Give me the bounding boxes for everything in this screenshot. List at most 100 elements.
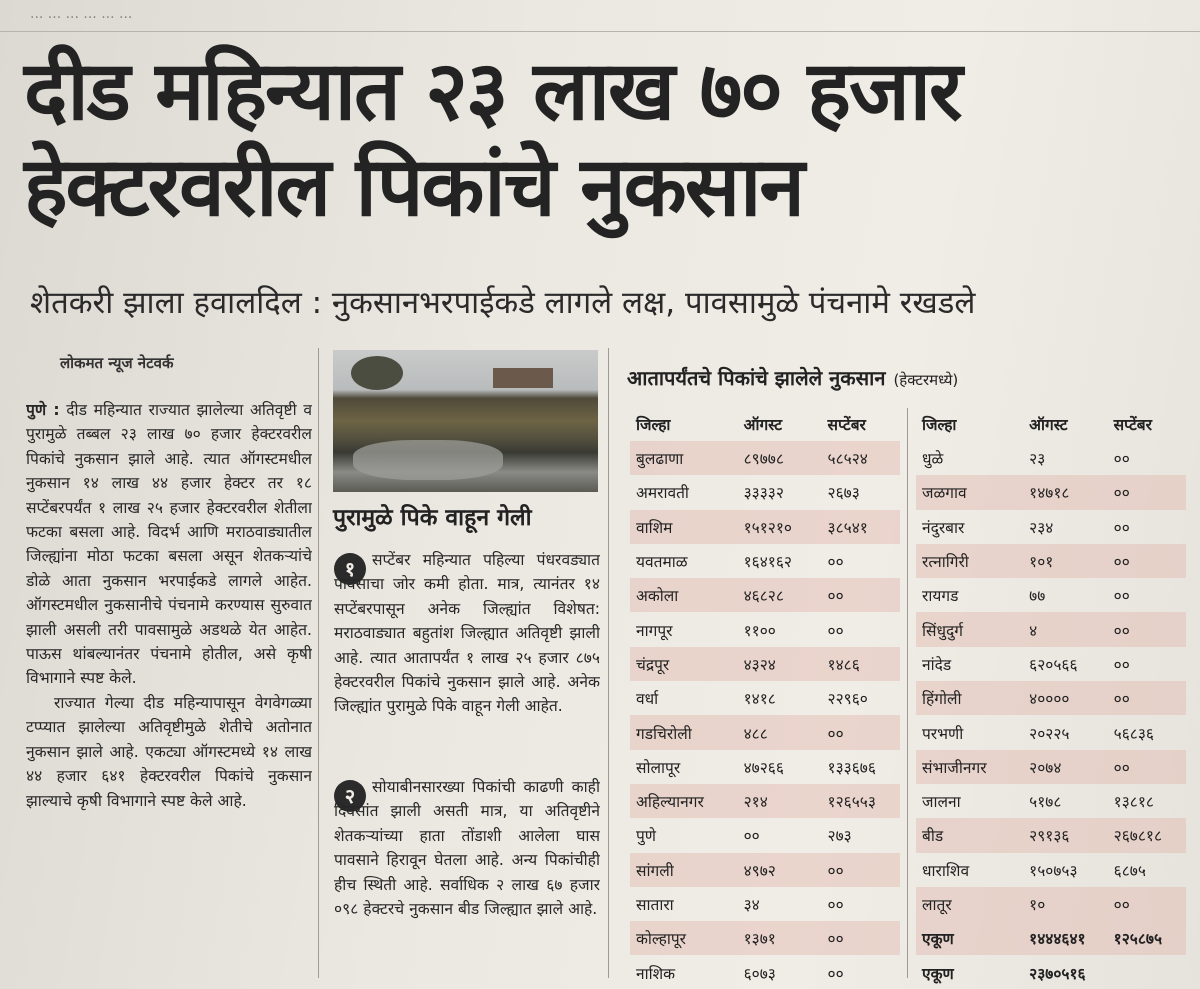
september-cell: ०० (821, 921, 900, 956)
table-row: अहिल्यानगर २१४ १२६५५३ (630, 783, 900, 819)
article-paragraph-2: राज्यात गेल्या दीड महिन्यापासून वेगवेगळ्… (26, 693, 312, 810)
august-cell: १४७१८ (1023, 475, 1108, 510)
table-row: नागपूर ११०० ०० (630, 612, 900, 646)
article-body: पुणे : दीड महिन्यात राज्यात झालेल्या अति… (26, 398, 312, 978)
district-cell: गडचिरोली (630, 715, 738, 750)
august-cell: २९१३६ (1023, 818, 1108, 853)
august-cell: ७७ (1029, 587, 1046, 606)
district-cell: नांदेड (922, 655, 952, 674)
district-cell: यवतमाळ (636, 553, 688, 572)
august-cell: ४७२६६ (743, 758, 784, 777)
september-cell: ५८५२४ (821, 441, 900, 476)
table-header-row: जिल्हा ऑगस्ट सप्टेंबर (630, 407, 900, 441)
header-august: ऑगस्ट (1029, 416, 1068, 434)
total-cell: १४४४६४१ (1023, 921, 1108, 956)
district-cell: सांगली (630, 852, 738, 887)
september-cell: ०० (827, 621, 844, 640)
district-cell: अकोला (630, 578, 738, 613)
district-cell: अहिल्यानगर (630, 783, 738, 819)
district-cell: नंदुरबार (922, 518, 965, 537)
table-row: चंद्रपूर ४३२४ १४८६ (630, 646, 900, 682)
september-cell: २६७३ (827, 484, 860, 503)
september-cell: ०० (821, 852, 900, 887)
district-cell: नागपूर (636, 621, 673, 640)
headline: दीड महिन्यात २३ लाख ७० हजार हेक्टरवरील प… (24, 44, 1164, 236)
table-row: वर्धा १४१८ २२९६० (630, 681, 900, 715)
august-cell: १४१८ (743, 690, 776, 709)
september-cell: ०० (1107, 749, 1186, 784)
august-cell: २०२२५ (1029, 724, 1070, 743)
september-cell: २६७८१८ (1107, 818, 1186, 853)
subheadline: शेतकरी झाला हवालदिल : नुकसानभरपाईकडे लाग… (30, 285, 976, 321)
table-row: परभणी २०२२५ ५६८३६ (916, 715, 1186, 749)
article-paragraph-1-text: दीड महिन्यात राज्यात झालेल्या अतिवृष्टी … (26, 401, 312, 688)
district-cell: वाशिम (630, 509, 738, 544)
total-row: एकूण २३७०५१६ (916, 955, 1186, 989)
september-cell: ६८७५ (1113, 861, 1146, 880)
table-row: धुळे २३ ०० (916, 441, 1186, 475)
september-cell: ०० (827, 553, 844, 572)
table-row: पुणे ०० २७३ (630, 818, 900, 852)
district-cell: परभणी (922, 724, 964, 743)
table-row: जालना ५१७८ १३८१८ (916, 784, 1186, 818)
table-row: गडचिरोली ४८८ ०० (630, 715, 900, 750)
table-row: नंदुरबार २३४ ०० (916, 510, 1186, 544)
header-district: जिल्हा (636, 416, 671, 434)
table-row: रायगड ७७ ०० (916, 578, 1186, 612)
august-cell: ११०० (743, 621, 776, 640)
district-cell: लातूर (916, 886, 1024, 922)
table-row: वाशिम १५१२१० ३८५४१ (630, 509, 900, 544)
table-row: रत्नागिरी १०१ ०० (916, 543, 1186, 579)
table-row: अमरावती ३३३३२ २६७३ (630, 475, 900, 509)
district-cell: नाशिक (636, 964, 676, 983)
headline-line-2: हेक्टरवरील पिकांचे नुकसान (24, 140, 805, 235)
article-paragraph-1: पुणे : दीड महिन्यात राज्यात झालेल्या अति… (26, 398, 312, 691)
district-cell: रत्नागिरी (916, 543, 1024, 579)
august-cell: ३४ (743, 896, 760, 914)
total-cell: एकूण (916, 921, 1024, 956)
table-row: लातूर १० ०० (916, 886, 1186, 922)
district-cell: हिंगोली (916, 681, 1024, 716)
table-title: आतापर्यंतचे पिकांचे झालेले नुकसान (हेक्टर… (627, 364, 1187, 391)
point-2-body: सोयाबीनसारख्या पिकांची काढणी काही दिवसां… (334, 778, 600, 919)
september-cell: ०० (1113, 450, 1130, 469)
header-september: सप्टेंबर (1113, 416, 1152, 434)
table-row: सातारा ३४ ०० (630, 887, 900, 921)
table-row: कोल्हापूर १३७१ ०० (630, 921, 900, 956)
august-cell: १०१ (1023, 543, 1108, 579)
september-cell: ०० (1107, 681, 1186, 716)
water-shape (353, 440, 503, 480)
august-cell: ६०७३ (743, 964, 776, 983)
district-cell: वर्धा (636, 690, 659, 709)
headline-line-1: दीड महिन्यात २३ लाख ७० हजार (24, 44, 963, 139)
top-strip: ... ... ... ... ... ... (0, 0, 1200, 32)
september-cell: १४८६ (821, 646, 900, 682)
damage-table-left: जिल्हा ऑगस्ट सप्टेंबर बुलढाणा ८९७७८ ५८५२४ अ… (630, 407, 900, 989)
district-cell: संभाजीनगर (916, 749, 1024, 784)
september-cell: ०० (1107, 543, 1186, 579)
column-divider-1 (318, 348, 319, 978)
total-cell (1108, 955, 1186, 989)
august-cell: २३४ (1029, 518, 1054, 537)
district-cell: रायगड (922, 587, 959, 606)
house-shape (493, 368, 553, 388)
tree-shape (351, 356, 403, 390)
august-cell: ६२०५६६ (1029, 655, 1078, 674)
august-cell: ०० (743, 827, 760, 846)
point-2-badge: २ (334, 780, 366, 812)
august-cell: ४३२४ (737, 646, 822, 682)
august-cell: २१४ (737, 783, 822, 819)
september-cell: १३८१८ (1113, 793, 1154, 812)
september-cell: ०० (827, 964, 844, 983)
august-cell: ४८८ (737, 715, 822, 750)
september-cell: ०० (1107, 612, 1186, 647)
point-2-text: सोयाबीनसारख्या पिकांची काढणी काही दिवसां… (334, 775, 600, 975)
total-row: एकूण १४४४६४१ १२५८७५ (916, 921, 1186, 956)
august-cell: ४६८२८ (737, 578, 822, 613)
september-cell: ०० (1113, 587, 1130, 606)
august-cell: १० (1023, 886, 1108, 922)
table-unit: (हेक्टरमध्ये) (893, 371, 959, 389)
district-cell: बीड (916, 818, 1024, 853)
district-cell: पुणे (636, 827, 657, 846)
